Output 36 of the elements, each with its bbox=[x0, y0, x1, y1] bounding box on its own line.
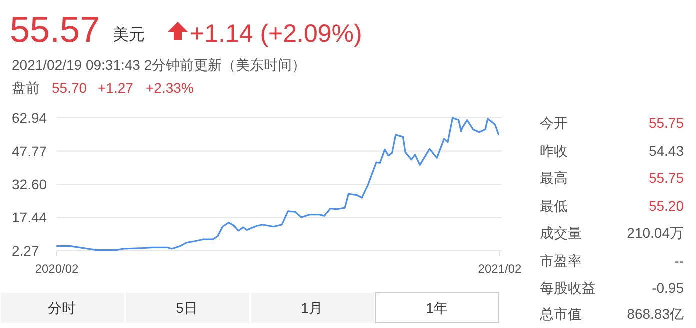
text: 54.43 bbox=[648, 143, 684, 159]
title: 55.57 bbox=[10, 9, 100, 50]
text: -- bbox=[674, 253, 684, 269]
text: 55.75 bbox=[648, 170, 684, 186]
text: 昨收 bbox=[540, 143, 568, 159]
text: 今开 bbox=[540, 115, 568, 131]
text: 55.75 bbox=[648, 115, 684, 131]
text: 美元 bbox=[113, 26, 145, 44]
text: 1年 bbox=[426, 300, 448, 316]
y-tick-label: 32.60 bbox=[12, 176, 48, 193]
text: 盘前 bbox=[12, 80, 40, 96]
y-tick-label: 47.77 bbox=[12, 143, 48, 160]
x-tick-label: 2020/02 bbox=[35, 262, 80, 276]
text: +1.27 bbox=[98, 80, 134, 96]
y-tick-label: 2.27 bbox=[12, 243, 40, 259]
text: 市盈率 bbox=[540, 253, 582, 269]
text: 每股收益 bbox=[540, 280, 596, 296]
text: 5日 bbox=[176, 300, 198, 316]
text: 1月 bbox=[301, 300, 323, 316]
text: +1.14 (+2.09%) bbox=[190, 20, 362, 48]
y-tick-label: 62.94 bbox=[12, 110, 48, 126]
text: -0.95 bbox=[652, 280, 684, 296]
text: 成交量 bbox=[540, 225, 582, 241]
y-tick-label: 17.44 bbox=[12, 210, 48, 226]
line-series bbox=[56, 117, 500, 252]
text: 55.20 bbox=[648, 198, 684, 214]
text: 55.70 bbox=[52, 80, 88, 96]
x-tick-label: 2021/02 bbox=[478, 262, 522, 276]
text: 分时 bbox=[48, 300, 76, 316]
text: +2.33% bbox=[146, 80, 194, 96]
text: 总市值 bbox=[539, 306, 582, 322]
text: 210.04万 bbox=[627, 225, 684, 241]
text: 最高 bbox=[540, 170, 568, 186]
text: 最低 bbox=[540, 198, 568, 214]
text: 2021/02/19 09:31:43 2分钟前更新（美东时间） bbox=[12, 57, 306, 73]
text: 868.83亿 bbox=[627, 306, 684, 322]
